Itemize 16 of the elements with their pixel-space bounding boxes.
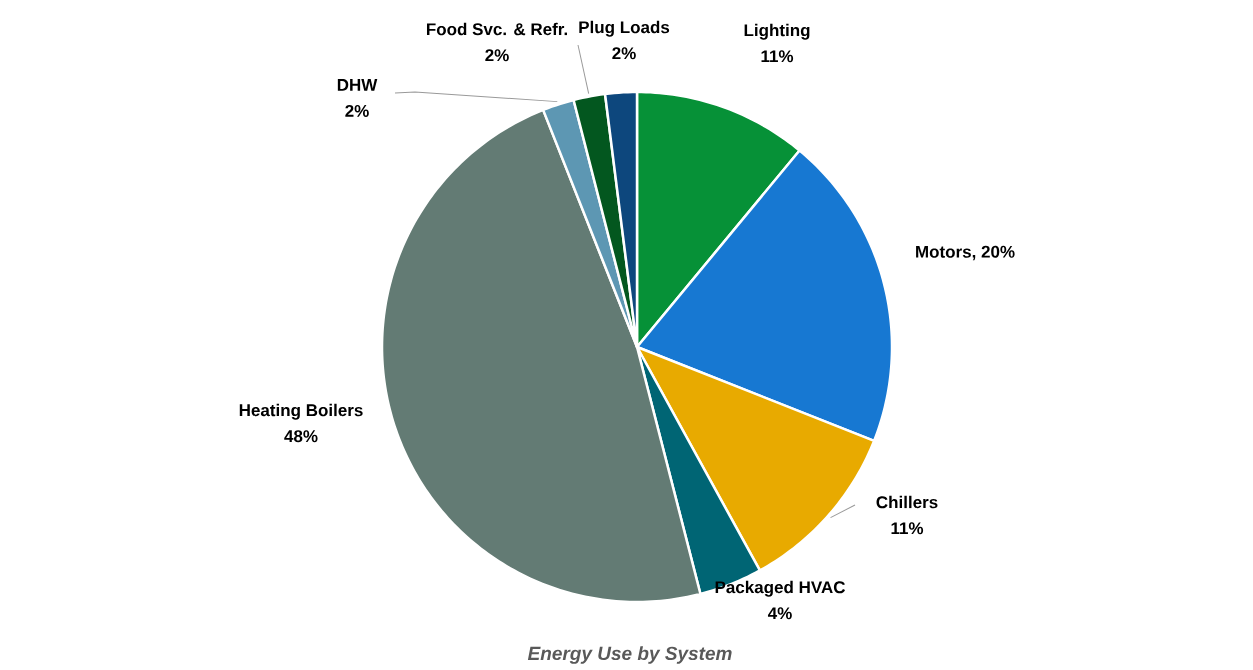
slice-label: Packaged HVAC — [715, 580, 846, 597]
slice-label: Food Svc. & Refr. — [426, 22, 567, 36]
slice-label: Chillers — [876, 495, 938, 509]
data-label: 2% — [485, 49, 509, 62]
slice-label: Motors, 20% — [916, 245, 1015, 261]
data-label: 11% — [761, 50, 794, 63]
data-label: 4% — [767, 607, 792, 620]
data-label: 2% — [345, 104, 369, 117]
slice-label: DHW — [337, 79, 378, 91]
text: Energy Use by System — [527, 646, 732, 664]
data-label: 2% — [612, 47, 636, 60]
data-label: 11% — [891, 522, 924, 535]
slice-label: Lighting — [744, 23, 810, 40]
slice-label: Heating Boilers — [239, 403, 363, 420]
data-label: 48% — [284, 430, 318, 443]
slice-label: Plug Loads — [579, 20, 670, 37]
